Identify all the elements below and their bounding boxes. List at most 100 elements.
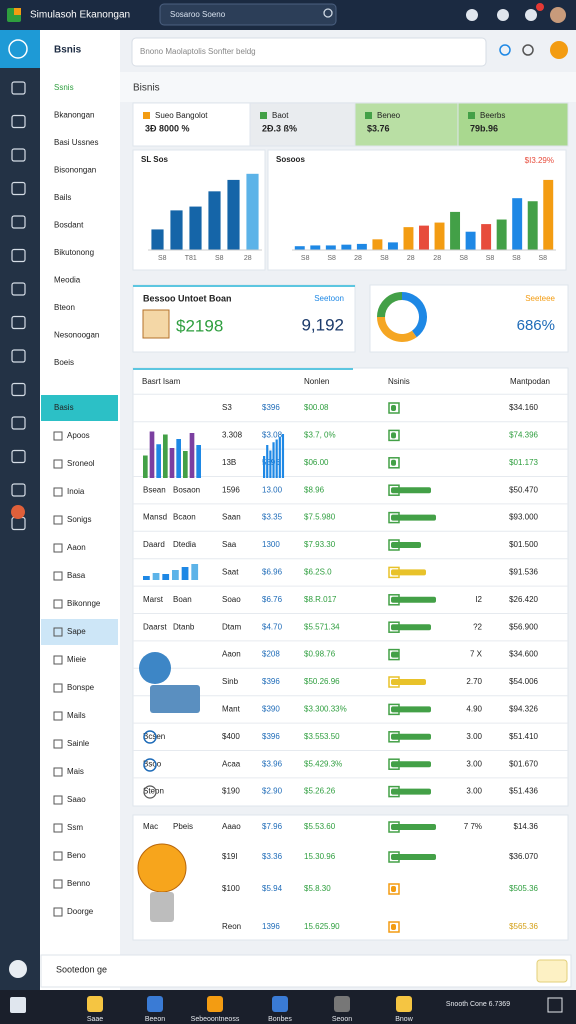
nav-item[interactable]: Bails: [54, 193, 71, 202]
cell: $4.70: [262, 622, 283, 631]
taskbar-label[interactable]: Beeon: [145, 1016, 165, 1023]
progress-bar: [391, 459, 396, 466]
bar: [465, 231, 476, 250]
nav-item[interactable]: Bikutonong: [54, 248, 94, 257]
top-icon[interactable]: [466, 9, 478, 21]
x-tick-label: 28: [354, 255, 362, 262]
nav-item[interactable]: Apoos: [67, 431, 90, 440]
nav-item[interactable]: Mieie: [67, 655, 87, 664]
cell: Acaa: [222, 759, 241, 768]
bar: [151, 229, 164, 250]
nav-item[interactable]: Sroneol: [67, 459, 95, 468]
rail-badge: [11, 505, 25, 519]
kpi-card: [249, 102, 356, 147]
mini-bar: [266, 445, 269, 478]
taskbar-label[interactable]: Sebeoontneoss: [191, 1016, 240, 1023]
donut-segment: [401, 292, 427, 338]
progress-bar: [391, 924, 396, 930]
nav-item[interactable]: Sonigs: [67, 515, 91, 524]
card: [132, 284, 356, 353]
nav-item[interactable]: Bosdant: [54, 221, 84, 230]
bar: [294, 246, 305, 250]
nav-item[interactable]: Boeis: [54, 358, 74, 367]
nav-item[interactable]: Basa: [67, 571, 86, 580]
bar: [325, 245, 336, 250]
nav-item[interactable]: Aaon: [67, 543, 86, 552]
content-icon[interactable]: [522, 44, 534, 56]
cell: 4.90: [466, 705, 482, 714]
nav-item[interactable]: Bisonongan: [54, 166, 96, 175]
cell: $26.420: [509, 595, 538, 604]
nav-item[interactable]: Sape: [67, 627, 86, 636]
mini-bar: [143, 455, 148, 478]
nav-item[interactable]: Ssm: [67, 823, 83, 832]
cell: Mansd: [143, 513, 167, 522]
cell: $6.76: [262, 595, 283, 604]
nav-item[interactable]: Sainle: [67, 739, 90, 748]
nav-item[interactable]: Inoia: [67, 487, 85, 496]
search-placeholder[interactable]: Bnono Maolaptolis Sonfter beldg: [140, 47, 256, 56]
nav-checkbox: [53, 599, 63, 609]
nav-item[interactable]: Basis: [54, 403, 74, 412]
rail-icon: [11, 349, 26, 363]
rail-icon: [11, 483, 26, 497]
taskbar-label[interactable]: Bonbes: [268, 1016, 292, 1023]
cell: $5.94: [262, 884, 283, 893]
rail-icon: [11, 248, 26, 263]
nav-item[interactable]: Bikonnge: [67, 599, 101, 608]
nav-item[interactable]: Doorge: [67, 907, 94, 916]
content-icon[interactable]: [499, 44, 511, 56]
cell: $400: [222, 732, 240, 741]
cell: 1596: [222, 485, 240, 494]
cell: Mant: [222, 705, 241, 714]
mini-bar: [263, 456, 266, 478]
cell: $396: [262, 677, 280, 686]
nav-item[interactable]: Bkanongan: [54, 111, 94, 120]
cell: 7 X: [470, 650, 483, 659]
nav-item[interactable]: Basi Ussnes: [54, 138, 98, 147]
top-icon[interactable]: [525, 9, 537, 21]
mini-bar: [181, 567, 189, 580]
nav-item[interactable]: Ssnis: [54, 83, 74, 92]
cell: 7 7%: [464, 822, 482, 831]
rail-icon: [11, 449, 26, 464]
taskbar-label[interactable]: Saae: [87, 1016, 103, 1023]
top-search-text[interactable]: Sosaroo Soeno: [170, 10, 226, 19]
top-icon[interactable]: [497, 9, 509, 21]
nav-item[interactable]: Meodia: [54, 276, 81, 285]
bar: [310, 245, 321, 250]
taskbar-label[interactable]: Bnow: [395, 1016, 413, 1023]
nav-active: [41, 395, 118, 421]
nav-item[interactable]: Nesonoogan: [54, 331, 99, 340]
mini-bar: [152, 573, 160, 580]
bar: [356, 243, 367, 250]
taskbar-label[interactable]: Seoon: [332, 1016, 352, 1023]
nav-item[interactable]: Saao: [67, 795, 86, 804]
nav-item[interactable]: Bteon: [54, 303, 75, 312]
nav-item[interactable]: Beno: [67, 851, 86, 860]
x-tick-label: T81: [185, 255, 197, 262]
row-icon: [143, 758, 157, 772]
cell: $6.2S.0: [304, 568, 332, 577]
nav-item[interactable]: Bonspe: [67, 683, 95, 692]
cell: $100: [222, 884, 240, 893]
taskbar-label[interactable]: Snooth Cone 6.7369: [446, 1001, 510, 1008]
content-icon[interactable]: [550, 41, 568, 59]
bar: [527, 201, 538, 250]
top-search: [159, 3, 337, 26]
cell: 3.00: [466, 732, 482, 741]
cell: $396: [262, 403, 280, 412]
avatar[interactable]: [550, 7, 566, 23]
bulb-base: [150, 892, 174, 922]
nav-item[interactable]: Mais: [67, 767, 84, 776]
nav-checkbox: [53, 739, 63, 749]
bar: [434, 222, 445, 250]
cell: $3.35: [262, 513, 283, 522]
nav-item[interactable]: Benno: [67, 879, 91, 888]
nav-checkbox: [53, 767, 63, 777]
rail-home-icon: [8, 39, 28, 59]
cell: $01.173: [509, 458, 538, 467]
table-accent: [133, 368, 353, 370]
nav-item[interactable]: Mails: [67, 711, 86, 720]
